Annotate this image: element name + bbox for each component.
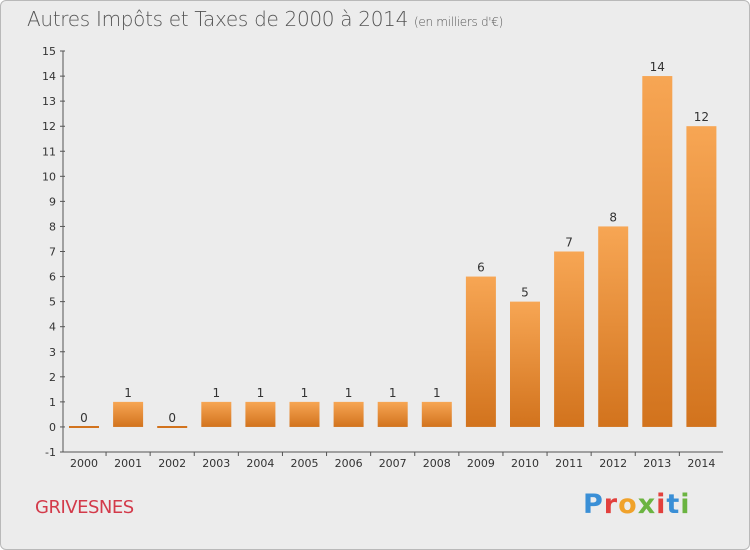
x-tick-label: 2002	[158, 457, 186, 470]
y-tick-label: 12	[42, 120, 56, 133]
chart-title-text: Autres Impôts et Taxes de 2000 à 2014	[27, 7, 408, 31]
y-tick-label: -1	[45, 446, 56, 459]
bar	[554, 251, 585, 427]
bar	[598, 226, 629, 427]
x-tick-label: 2008	[423, 457, 451, 470]
data-label: 5	[521, 286, 529, 300]
bar	[642, 76, 673, 427]
data-label: 12	[694, 110, 709, 124]
y-tick-label: 9	[49, 195, 56, 208]
data-label: 0	[80, 411, 88, 425]
y-tick-label: 10	[42, 170, 56, 183]
y-tick-label: 14	[42, 70, 56, 83]
x-tick-label: 2011	[555, 457, 583, 470]
bar	[289, 401, 320, 427]
data-label: 6	[477, 261, 485, 275]
y-tick-label: 2	[49, 371, 56, 384]
commune-name: GRIVESNES	[35, 497, 134, 518]
y-tick-label: 0	[49, 421, 56, 434]
y-tick-label: 13	[42, 95, 56, 108]
bar	[421, 401, 452, 427]
y-tick-label: 6	[49, 271, 56, 284]
y-tick-label: 3	[49, 346, 56, 359]
proxiti-logo: Proxiti	[583, 489, 691, 520]
x-tick-label: 2006	[335, 457, 363, 470]
x-tick-label: 2009	[467, 457, 495, 470]
data-label: 0	[168, 411, 176, 425]
data-label: 1	[212, 386, 220, 400]
data-label: 1	[257, 386, 265, 400]
x-tick-label: 2000	[70, 457, 98, 470]
x-tick-label: 2007	[379, 457, 407, 470]
y-tick-label: 8	[49, 220, 56, 233]
chart-subtitle: (en milliers d'€)	[414, 15, 504, 29]
x-tick-label: 2013	[643, 457, 671, 470]
x-tick-label: 2014	[687, 457, 715, 470]
bar	[510, 301, 540, 427]
y-tick-label: 1	[49, 396, 56, 409]
data-label: 8	[609, 210, 617, 224]
data-label: 1	[301, 386, 309, 400]
bar	[333, 401, 364, 427]
x-tick-label: 2003	[202, 457, 230, 470]
y-tick-label: 4	[49, 321, 56, 334]
bar	[686, 126, 717, 427]
bar	[377, 401, 408, 427]
bar	[465, 276, 496, 427]
x-tick-label: 2005	[291, 457, 319, 470]
x-tick-label: 2010	[511, 457, 539, 470]
x-tick-label: 2001	[114, 457, 142, 470]
data-label: 1	[345, 386, 353, 400]
y-tick-label: 5	[49, 296, 56, 309]
chart-title: Autres Impôts et Taxes de 2000 à 2014 (en…	[27, 7, 503, 31]
data-label: 1	[389, 386, 397, 400]
data-label: 14	[650, 60, 665, 74]
bar	[245, 401, 276, 427]
x-tick-label: 2004	[246, 457, 274, 470]
y-tick-label: 7	[49, 246, 56, 259]
data-label: 1	[433, 386, 441, 400]
x-tick-label: 2012	[599, 457, 627, 470]
bar	[113, 401, 144, 427]
data-label: 1	[124, 386, 132, 400]
bar	[201, 401, 232, 427]
y-tick-label: 15	[42, 45, 56, 58]
y-tick-label: 11	[42, 145, 56, 158]
data-label: 7	[565, 236, 573, 250]
